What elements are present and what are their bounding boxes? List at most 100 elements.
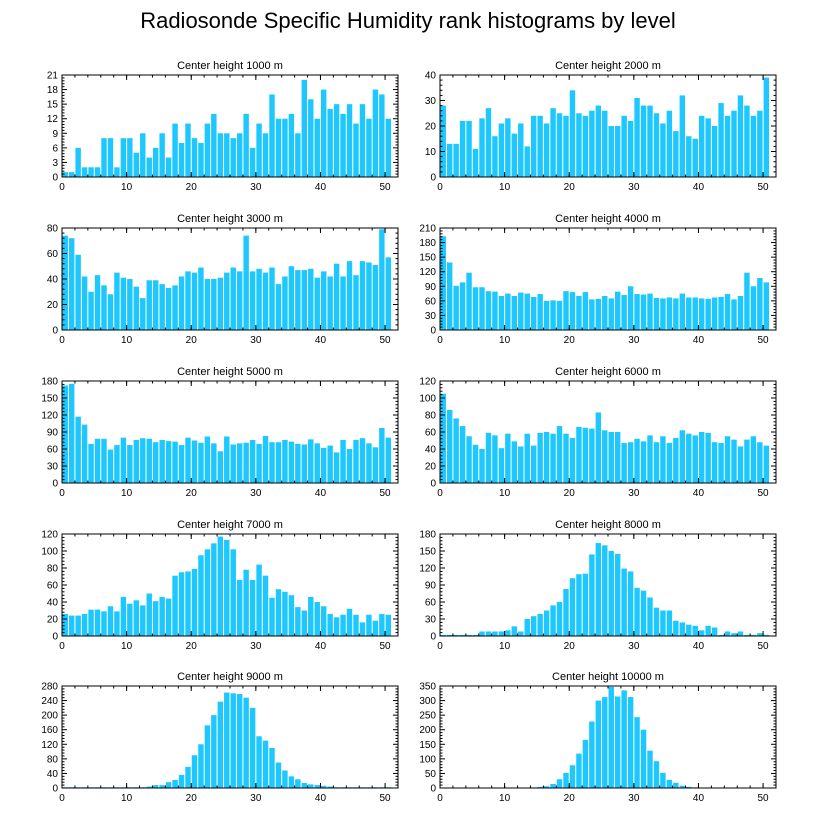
bar (165, 287, 172, 330)
bar (282, 276, 288, 330)
x-tick-label: 0 (59, 641, 65, 652)
bar (466, 634, 472, 636)
bar (731, 439, 737, 483)
bar (178, 445, 185, 483)
bar (595, 412, 602, 483)
bar (340, 439, 346, 483)
bar (556, 300, 563, 330)
bar (178, 774, 185, 788)
bar (366, 118, 372, 177)
y-tick-label: 30 (425, 96, 437, 107)
bar (159, 133, 165, 177)
x-tick-label: 30 (250, 182, 262, 193)
y-tick-label: 200 (419, 725, 436, 736)
bar (146, 593, 152, 636)
x-tick-label: 0 (59, 182, 65, 193)
y-tick-label: 50 (425, 769, 437, 780)
y-tick-label: 120 (41, 530, 58, 541)
bar (505, 433, 511, 483)
bar (543, 123, 550, 177)
bar (301, 444, 308, 483)
bar (172, 575, 178, 636)
y-tick-label: 0 (52, 632, 58, 643)
x-tick-label: 40 (315, 793, 327, 804)
x-tick-label: 30 (250, 488, 262, 499)
bar (288, 776, 295, 788)
bar (152, 280, 159, 330)
x-tick-label: 50 (758, 335, 770, 346)
bar (602, 430, 608, 483)
bar (301, 270, 308, 330)
bar (178, 572, 185, 636)
bar (466, 436, 472, 483)
bar (185, 437, 191, 483)
bar (327, 445, 333, 483)
bar (62, 385, 68, 483)
bar (282, 118, 288, 177)
bar (198, 744, 204, 788)
x-tick-label: 10 (499, 335, 511, 346)
bar (686, 786, 692, 788)
bar (731, 299, 737, 330)
bar (518, 631, 524, 636)
bar (359, 622, 366, 636)
bar (492, 291, 498, 330)
bar (211, 715, 217, 788)
bar (692, 625, 698, 636)
y-tick-label: 20 (47, 300, 59, 311)
bar (621, 443, 627, 483)
bar (498, 296, 505, 330)
bar (472, 444, 479, 483)
x-tick-label: 50 (758, 793, 770, 804)
bar (524, 293, 530, 330)
bar (679, 622, 686, 636)
bar (498, 631, 505, 636)
bar (711, 297, 718, 330)
y-tick-label: 300 (419, 696, 436, 707)
x-tick-label: 20 (186, 641, 198, 652)
bar (653, 297, 660, 330)
bar (440, 393, 446, 483)
panel-title: Center height 3000 m (177, 213, 283, 225)
bar (614, 291, 621, 330)
bar (485, 291, 492, 330)
bar (589, 299, 595, 330)
bar (204, 549, 211, 636)
bar (133, 286, 140, 330)
x-tick-label: 40 (693, 793, 705, 804)
y-tick-label: 210 (419, 224, 436, 235)
bar (589, 110, 595, 177)
bar (653, 607, 660, 636)
y-tick-label: 180 (419, 530, 436, 541)
bar (498, 123, 505, 177)
bar (172, 285, 178, 331)
bar (243, 113, 249, 177)
bar (236, 579, 243, 636)
bar (288, 113, 295, 177)
bar (94, 438, 101, 483)
bar (485, 432, 492, 483)
bar (256, 736, 262, 788)
bar (660, 772, 666, 788)
bar (660, 610, 666, 636)
bar (172, 779, 178, 788)
y-tick-label: 150 (419, 547, 436, 558)
bar (627, 442, 634, 483)
y-tick-label: 200 (41, 711, 58, 722)
bar (634, 438, 640, 483)
bar (582, 292, 589, 330)
bar (731, 110, 737, 177)
bar (211, 279, 217, 330)
bar (640, 590, 647, 636)
bar (346, 449, 353, 483)
bar (295, 270, 301, 330)
bar (563, 772, 569, 788)
bar (165, 598, 172, 636)
y-tick-label: 120 (419, 377, 436, 388)
bar (249, 579, 256, 636)
bar (327, 613, 333, 636)
bar (308, 439, 314, 483)
panel-10: Center height 10000 m 0 10 20 30 40 50 0 50 100 15… (419, 671, 777, 804)
x-tick-label: 50 (380, 641, 392, 652)
x-tick-label: 0 (437, 793, 443, 804)
